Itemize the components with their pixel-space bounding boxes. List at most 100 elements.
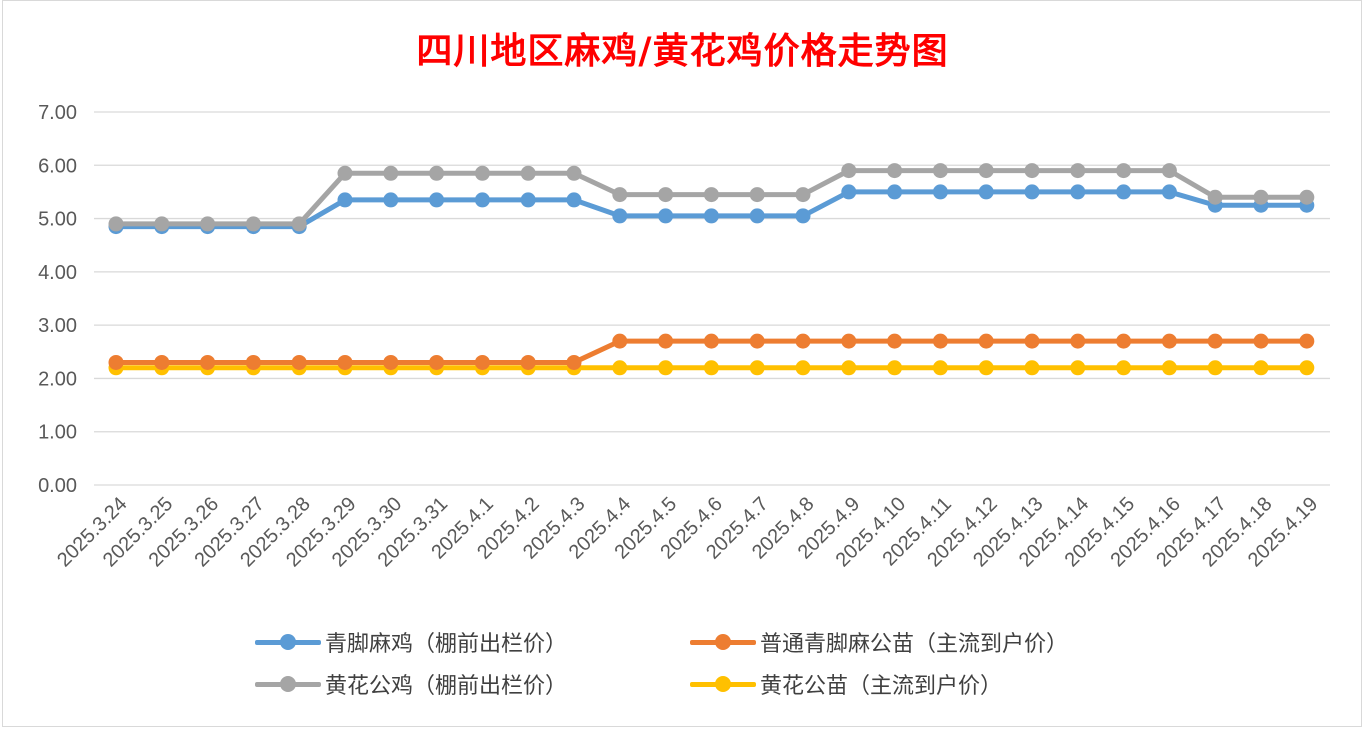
data-point [978, 163, 994, 179]
data-point [1024, 360, 1040, 376]
data-point [841, 163, 857, 179]
data-point [658, 187, 674, 203]
data-point [474, 192, 490, 208]
data-point [429, 192, 445, 208]
data-point [1070, 184, 1086, 200]
data-point [200, 216, 216, 232]
data-point [383, 192, 399, 208]
data-point [1161, 333, 1177, 349]
data-point [337, 354, 353, 370]
data-point [749, 360, 765, 376]
data-point [703, 208, 719, 224]
data-point [932, 360, 948, 376]
data-point [245, 354, 261, 370]
data-point [749, 208, 765, 224]
data-point [429, 354, 445, 370]
legend-swatch-3 [690, 674, 756, 694]
data-point [291, 216, 307, 232]
legend-item-2: 黄花公鸡（棚前出栏价） [255, 666, 567, 702]
data-point [154, 354, 170, 370]
data-point [932, 163, 948, 179]
series-2 [108, 163, 1315, 232]
data-point [383, 165, 399, 181]
data-point [612, 360, 628, 376]
legend-label-2: 黄花公鸡（棚前出栏价） [325, 674, 568, 699]
data-point [337, 192, 353, 208]
series-1 [108, 333, 1315, 370]
data-point [841, 184, 857, 200]
data-point [932, 333, 948, 349]
data-point [1070, 333, 1086, 349]
data-point [520, 192, 536, 208]
data-point [841, 360, 857, 376]
data-point [154, 216, 170, 232]
data-point [108, 216, 124, 232]
legend-item-0: 青脚麻鸡（棚前出栏价） [255, 624, 567, 660]
data-point [1161, 184, 1177, 200]
data-point [337, 165, 353, 181]
data-point [383, 354, 399, 370]
legend-label-1: 普通青脚麻公苗（主流到户价） [760, 632, 1069, 657]
legend: 青脚麻鸡（棚前出栏价） 普通青脚麻公苗（主流到户价） 黄花公鸡（棚前出栏价） 黄… [255, 622, 1155, 712]
legend-label-3: 黄花公苗（主流到户价） [760, 674, 1003, 699]
data-point [474, 354, 490, 370]
y-tick-label: 6.00 [38, 155, 77, 177]
data-point [1161, 360, 1177, 376]
data-point [612, 208, 628, 224]
data-point [474, 165, 490, 181]
data-point [1070, 163, 1086, 179]
data-point [108, 354, 124, 370]
data-point [566, 354, 582, 370]
data-point [566, 165, 582, 181]
data-point [887, 184, 903, 200]
data-point [1207, 360, 1223, 376]
y-tick-label: 5.00 [38, 209, 77, 231]
data-point [795, 187, 811, 203]
data-point [1299, 333, 1315, 349]
legend-swatch-2 [255, 674, 321, 694]
data-point [520, 165, 536, 181]
chart-title: 四川地区麻鸡/黄花鸡价格走势图 [416, 30, 949, 72]
y-tick-label: 7.00 [38, 102, 77, 124]
data-point [566, 192, 582, 208]
data-point [703, 360, 719, 376]
data-point [1253, 189, 1269, 205]
data-point [429, 165, 445, 181]
legend-swatch-1 [690, 632, 756, 652]
legend-item-1: 普通青脚麻公苗（主流到户价） [690, 624, 1068, 660]
data-point [1253, 333, 1269, 349]
data-point [795, 360, 811, 376]
data-point [703, 187, 719, 203]
data-point [1207, 333, 1223, 349]
y-tick-label: 3.00 [38, 315, 77, 337]
legend-item-3: 黄花公苗（主流到户价） [690, 666, 1002, 702]
data-point [658, 208, 674, 224]
data-point [658, 333, 674, 349]
data-point [978, 333, 994, 349]
data-point [1024, 163, 1040, 179]
data-point [200, 354, 216, 370]
data-point [245, 216, 261, 232]
data-point [1116, 184, 1132, 200]
data-point [612, 333, 628, 349]
data-point [1070, 360, 1086, 376]
data-point [978, 184, 994, 200]
data-point [841, 333, 857, 349]
data-point [612, 187, 628, 203]
data-point [1024, 184, 1040, 200]
y-tick-label: 0.00 [38, 475, 77, 497]
data-point [658, 360, 674, 376]
legend-swatch-0 [255, 632, 321, 652]
data-point [1207, 189, 1223, 205]
data-point [749, 333, 765, 349]
data-point [887, 333, 903, 349]
data-point [887, 360, 903, 376]
data-point [1253, 360, 1269, 376]
data-point [1116, 333, 1132, 349]
data-point [795, 333, 811, 349]
y-tick-label: 2.00 [38, 368, 77, 390]
data-point [978, 360, 994, 376]
data-point [932, 184, 948, 200]
data-point [749, 187, 765, 203]
legend-label-0: 青脚麻鸡（棚前出栏价） [325, 632, 568, 657]
